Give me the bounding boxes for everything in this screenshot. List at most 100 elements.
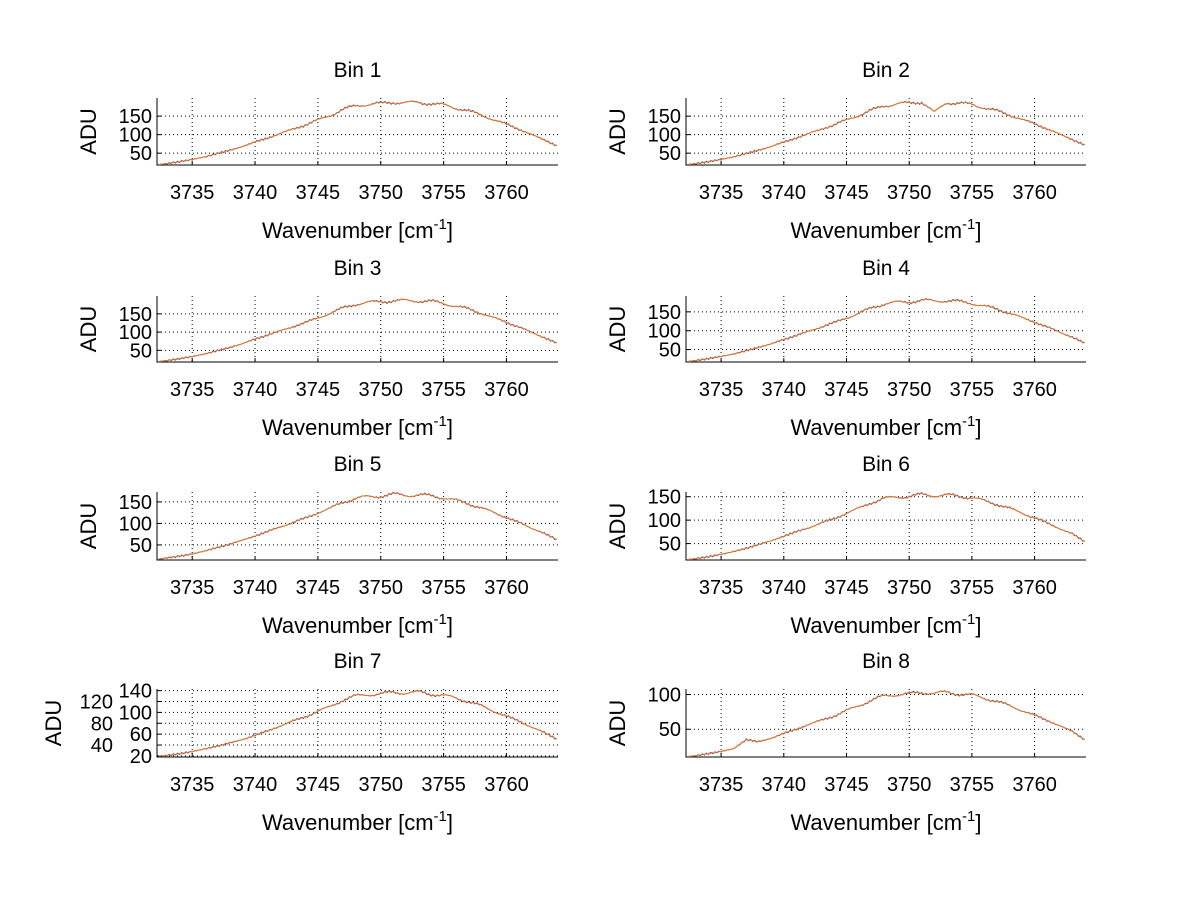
series-line-orange xyxy=(158,298,557,362)
y-tick-label: 50 xyxy=(130,340,152,362)
axes-frame xyxy=(156,492,558,561)
y-axis-label: ADU xyxy=(41,700,66,746)
x-tick-label: 3735 xyxy=(699,774,744,796)
series-line-orange xyxy=(687,298,1085,362)
x-tick-label: 3755 xyxy=(421,774,466,796)
x-axis-label: Wavenumber [cm-1] xyxy=(790,216,981,243)
y-tick-label: 20 xyxy=(130,746,152,768)
y-tick-label: 50 xyxy=(130,143,152,165)
y-tick-label: 150 xyxy=(648,302,681,324)
x-tick-label: 3750 xyxy=(359,774,404,796)
axes-frame xyxy=(685,689,1086,758)
y-tick-label: 100 xyxy=(648,510,681,532)
x-tick-label: 3760 xyxy=(484,379,529,401)
x-axis-label-close: ] xyxy=(975,613,981,638)
series-line-orange xyxy=(158,690,557,757)
series-line-blue xyxy=(687,100,1085,165)
x-tick-label: 3745 xyxy=(824,577,869,599)
y-tick-label: 150 xyxy=(119,106,152,128)
y-tick-label: 100 xyxy=(648,321,681,343)
x-axis-label: Wavenumber [cm-1] xyxy=(790,611,981,638)
x-axis-label-text: Wavenumber [cm xyxy=(262,218,434,243)
subplot-title: Bin 5 xyxy=(334,453,382,476)
y-axis-label: ADU xyxy=(605,503,630,549)
x-axis-label-close: ] xyxy=(447,613,453,638)
series-line-orange xyxy=(687,101,1085,165)
y-tick-label: 150 xyxy=(119,492,152,514)
x-axis-label: Wavenumber [cm-1] xyxy=(262,216,453,243)
x-tick-label: 3740 xyxy=(762,774,807,796)
y-tick-label: 80 xyxy=(91,713,113,735)
x-axis-label-text: Wavenumber [cm xyxy=(790,415,962,440)
subplot-title: Bin 8 xyxy=(862,650,910,673)
series-line-blue xyxy=(687,690,1085,757)
subplot-bin-7: Bin 7 3735 3740 3745 3750 3755 3760 20 40 60 80 100… xyxy=(41,650,558,835)
axes-frame xyxy=(685,492,1086,561)
x-axis-label-superscript: -1 xyxy=(434,611,447,628)
x-tick-label: 3760 xyxy=(1012,379,1057,401)
x-axis-label-superscript: -1 xyxy=(962,413,975,430)
y-tick-label: 100 xyxy=(119,125,152,147)
x-axis-label-close: ] xyxy=(975,810,981,835)
x-tick-label: 3755 xyxy=(950,379,995,401)
x-axis-label: Wavenumber [cm-1] xyxy=(262,413,453,440)
subplot-title: Bin 1 xyxy=(334,59,382,82)
y-tick-label: 50 xyxy=(659,143,681,165)
x-tick-label: 3735 xyxy=(699,379,744,401)
x-axis-label-close: ] xyxy=(447,218,453,243)
x-axis-label-text: Wavenumber [cm xyxy=(262,613,434,638)
x-tick-label: 3735 xyxy=(170,774,215,796)
x-axis-label-superscript: -1 xyxy=(434,216,447,233)
subplot-title: Bin 3 xyxy=(334,257,382,280)
x-tick-label: 3750 xyxy=(887,379,932,401)
x-tick-label: 3745 xyxy=(296,379,341,401)
x-axis-label-superscript: -1 xyxy=(962,808,975,825)
x-tick-label: 3735 xyxy=(699,577,744,599)
x-axis-label-text: Wavenumber [cm xyxy=(262,810,434,835)
x-axis-label-close: ] xyxy=(447,415,453,440)
x-tick-label: 3745 xyxy=(296,577,341,599)
x-tick-label: 3755 xyxy=(950,774,995,796)
subplot-title: Bin 6 xyxy=(862,453,910,476)
x-tick-label: 3745 xyxy=(824,774,869,796)
x-tick-label: 3745 xyxy=(824,379,869,401)
y-axis-label: ADU xyxy=(605,108,630,154)
x-tick-label: 3740 xyxy=(762,182,807,204)
axes-frame xyxy=(156,296,558,363)
x-tick-label: 3755 xyxy=(950,182,995,204)
series-line-orange xyxy=(687,493,1085,560)
x-tick-label: 3760 xyxy=(1012,182,1057,204)
x-tick-label: 3755 xyxy=(421,182,466,204)
series-line-blue xyxy=(687,298,1085,362)
x-axis-label-superscript: -1 xyxy=(962,611,975,628)
x-tick-label: 3735 xyxy=(699,182,744,204)
y-axis-label: ADU xyxy=(76,306,101,352)
subplot-title: Bin 2 xyxy=(862,59,910,82)
x-axis-label-close: ] xyxy=(447,810,453,835)
x-tick-label: 3735 xyxy=(170,577,215,599)
x-axis-label: Wavenumber [cm-1] xyxy=(790,413,981,440)
x-axis-label-text: Wavenumber [cm xyxy=(790,613,962,638)
y-tick-label: 120 xyxy=(80,692,113,714)
x-tick-label: 3755 xyxy=(950,577,995,599)
y-tick-label: 40 xyxy=(91,735,113,757)
x-axis-label-superscript: -1 xyxy=(962,216,975,233)
x-tick-label: 3750 xyxy=(887,774,932,796)
axes-frame xyxy=(156,98,558,166)
x-tick-label: 3750 xyxy=(359,379,404,401)
y-tick-label: 150 xyxy=(119,304,152,326)
series-line-blue xyxy=(158,100,557,165)
x-tick-label: 3750 xyxy=(887,182,932,204)
x-tick-label: 3740 xyxy=(233,182,278,204)
x-tick-label: 3740 xyxy=(233,577,278,599)
x-axis-label-text: Wavenumber [cm xyxy=(790,218,962,243)
x-axis-label: Wavenumber [cm-1] xyxy=(262,611,453,638)
subplot-bin-8: Bin 8 3735 3740 3745 3750 3755 3760 50 100 ADU Wav… xyxy=(605,650,1086,835)
x-tick-label: 3745 xyxy=(296,182,341,204)
